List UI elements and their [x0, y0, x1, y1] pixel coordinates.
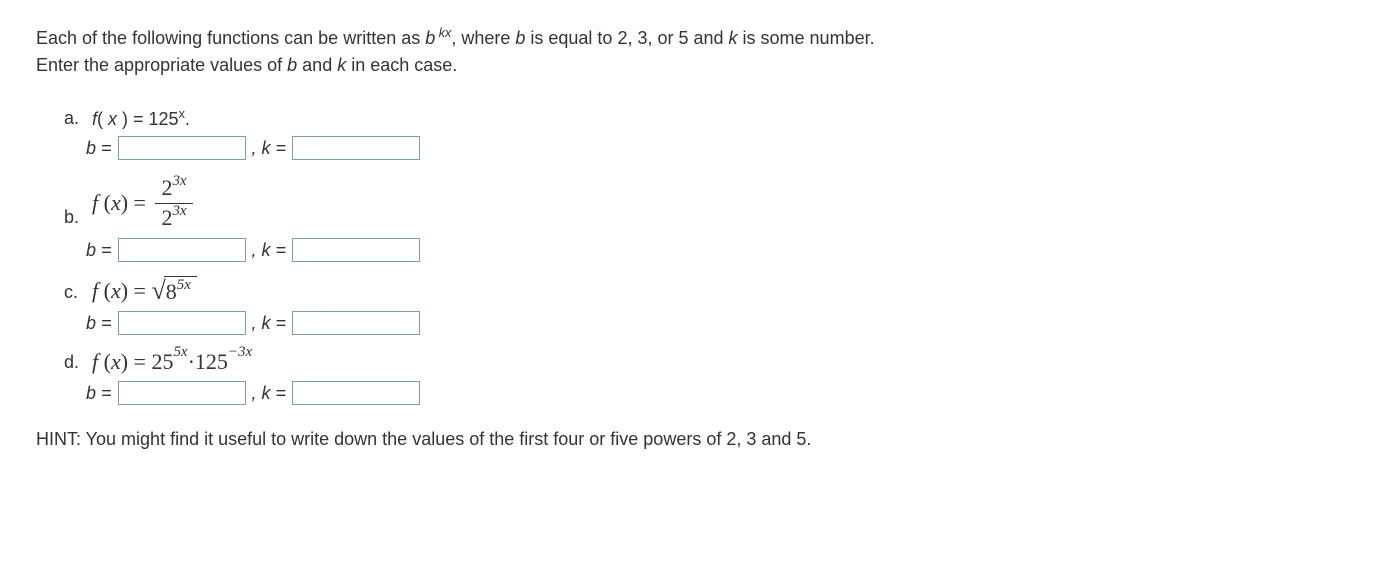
radicand-base: 8: [166, 279, 177, 304]
fx-a-period: .: [185, 109, 190, 129]
intro-line1-mid: , where: [451, 28, 515, 48]
fx-a-var: x: [108, 109, 117, 129]
answer-row-d: b = , k =: [86, 381, 1354, 405]
intro-line2-k: k: [337, 55, 346, 75]
intro-k: k: [729, 28, 738, 48]
fraction-b: 23x 23x: [155, 174, 192, 232]
intro-b: b: [425, 28, 435, 48]
sqrt-c: √ 85x: [151, 276, 196, 305]
label-k-a: , k =: [252, 138, 287, 159]
d-t2-base: 125: [195, 349, 228, 375]
problem-page: Each of the following functions can be w…: [0, 0, 1390, 474]
input-a-b[interactable]: [118, 136, 246, 160]
intro-exp: kx: [435, 26, 451, 40]
problem-b-fn: b. f (x) = 23x 23x: [64, 174, 1354, 232]
label-b-c: b =: [86, 313, 112, 334]
frac-num-exp: 3x: [172, 173, 186, 189]
part-letter-c: c.: [64, 282, 86, 305]
intro-line1-pre: Each of the following functions can be w…: [36, 28, 425, 48]
problem-d: d. f (x) = 255x · 125−3x b = , k =: [64, 349, 1354, 405]
input-c-k[interactable]: [292, 311, 420, 335]
problem-c-fn: c. f (x) = √ 85x: [64, 276, 1354, 305]
intro-b2: b: [515, 28, 525, 48]
d-t1-exp: 5x: [173, 344, 187, 361]
d-t2-exp: −3x: [228, 344, 252, 361]
input-d-k[interactable]: [292, 381, 420, 405]
input-b-b[interactable]: [118, 238, 246, 262]
intro-line1-eq: is equal to 2, 3, or 5 and: [525, 28, 728, 48]
fx-d: f (x) = 255x · 125−3x: [92, 349, 252, 375]
intro-text: Each of the following functions can be w…: [36, 24, 1354, 79]
hint-text: HINT: You might find it useful to write …: [36, 429, 1354, 450]
fx-a-open: (: [97, 109, 108, 129]
label-b-d: b =: [86, 383, 112, 404]
frac-den-exp: 3x: [172, 203, 186, 219]
problem-d-fn: d. f (x) = 255x · 125−3x: [64, 349, 1354, 375]
problem-a-fn: a. f( x ) = 125x.: [64, 107, 1354, 130]
answer-row-a: b = , k =: [86, 136, 1354, 160]
answer-row-c: b = , k =: [86, 311, 1354, 335]
intro-line2: Enter the appropriate values of: [36, 55, 287, 75]
part-letter-b: b.: [64, 207, 86, 232]
radicand-exp: 5x: [177, 277, 191, 293]
d-dot: ·: [188, 349, 195, 375]
input-c-b[interactable]: [118, 311, 246, 335]
part-letter-a: a.: [64, 108, 86, 129]
answer-row-b: b = , k =: [86, 238, 1354, 262]
label-k-b: , k =: [252, 240, 287, 261]
frac-den-base: 2: [161, 205, 172, 230]
problem-a: a. f( x ) = 125x. b = , k =: [64, 107, 1354, 160]
input-a-k[interactable]: [292, 136, 420, 160]
input-d-b[interactable]: [118, 381, 246, 405]
label-k-c: , k =: [252, 313, 287, 334]
fx-a: f( x ) = 125x.: [92, 107, 190, 130]
radical-icon: √: [151, 278, 165, 307]
input-b-k[interactable]: [292, 238, 420, 262]
d-t1-base: 25: [151, 349, 173, 375]
problems-list: a. f( x ) = 125x. b = , k = b. f (x) = 2…: [36, 107, 1354, 405]
intro-line2-and: and: [297, 55, 337, 75]
label-b-b: b =: [86, 240, 112, 261]
label-k-d: , k =: [252, 383, 287, 404]
label-b-a: b =: [86, 138, 112, 159]
part-letter-d: d.: [64, 352, 86, 375]
problem-b: b. f (x) = 23x 23x b = , k =: [64, 174, 1354, 262]
fx-c: f (x) = √ 85x: [92, 276, 197, 305]
frac-num-base: 2: [161, 175, 172, 200]
fx-a-close: ) = 125: [117, 109, 179, 129]
problem-c: c. f (x) = √ 85x b = , k =: [64, 276, 1354, 335]
intro-line2-b: b: [287, 55, 297, 75]
fx-b: f (x) = 23x 23x: [92, 174, 197, 232]
intro-line2-end: in each case.: [346, 55, 457, 75]
intro-line1-post: is some number.: [738, 28, 875, 48]
